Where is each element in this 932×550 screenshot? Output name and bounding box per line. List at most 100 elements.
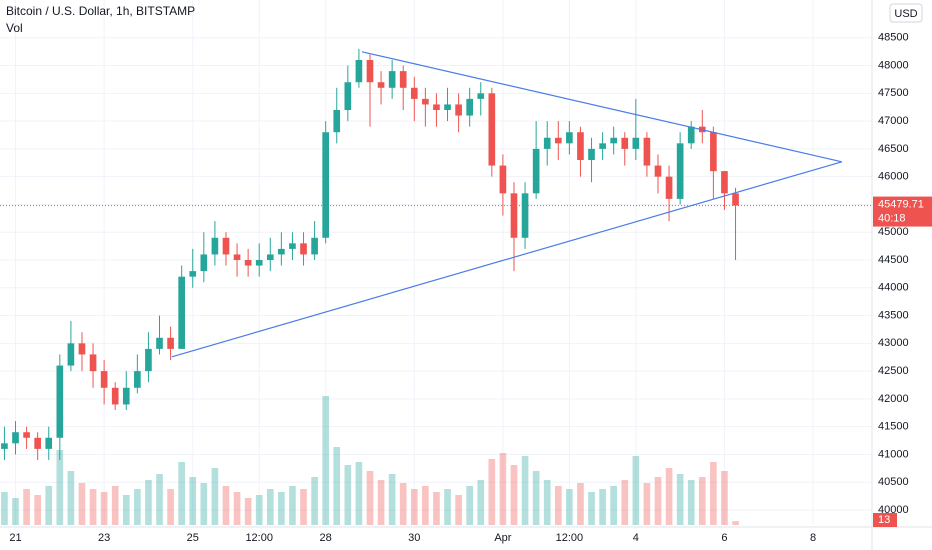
x-tick-label: 21 [9,532,21,544]
y-tick-label: 41000 [878,448,909,460]
candle-body [388,71,396,88]
candle-body [56,365,64,438]
y-tick-label: 43000 [878,337,909,349]
candle-body [12,432,19,444]
volume-bar [632,456,640,525]
x-tick-label: 12:00 [245,532,273,544]
volume-bar [200,483,208,525]
candle-body [621,137,629,149]
volume-bar [322,396,329,525]
candle-body [211,237,219,255]
volume-bar [510,465,518,525]
volume-bar [23,489,30,525]
volume-bar [654,477,662,525]
candle-body [278,248,285,255]
candle-body [554,137,562,144]
x-tick-label: Apr [494,532,511,544]
volume-bar [599,489,606,525]
candle-body [466,98,473,116]
volume-bar [178,462,185,525]
currency-button[interactable] [889,3,923,23]
candle-body [111,387,119,405]
candle-body [23,432,30,438]
y-tick-label: 44000 [878,282,909,294]
volume-bar [444,489,451,525]
candle-body [189,271,197,277]
volume-bar [388,474,396,525]
x-tick-label: 6 [721,532,727,544]
volume-bar [222,486,230,525]
candle-body [178,276,185,349]
volume-bar [156,474,163,525]
candle-body [632,137,640,149]
x-tick-label: 28 [320,532,332,544]
candle-body [134,371,141,388]
x-tick-label: 12:00 [556,532,584,544]
x-tick-label: 8 [810,532,816,544]
candle-body [45,437,53,449]
candle-body [333,110,341,133]
y-tick-label: 46500 [878,143,909,155]
y-tick-label: 48000 [878,59,909,71]
last-price-label: 45479.71 [878,198,924,210]
overlay-layer [0,51,872,358]
candle-body [377,82,385,88]
y-tick-label: 42500 [878,365,909,377]
volume-bar [488,459,496,525]
candle-body [488,93,496,166]
volume-bar [710,462,717,525]
volume-bar [244,498,252,525]
y-tick-label: 41500 [878,421,909,433]
candle-body [289,243,296,249]
candle-body [477,93,485,99]
volume-bar [410,489,418,525]
candle-body [34,437,41,449]
volume-bar [499,453,507,525]
volume-bar [1,492,8,525]
candle-body [222,237,230,255]
candle-body [122,387,130,405]
candle-body [322,132,329,238]
trendline [361,51,843,163]
candle-body [344,82,352,110]
volume-bar [543,480,551,525]
candle-body [366,60,374,83]
candle-body [566,132,573,144]
volume-bar [732,521,739,525]
volume-bar [477,480,485,525]
volume-bar [721,471,728,525]
candle-body [410,87,418,99]
candle-body [665,176,673,199]
candle-body [543,137,551,149]
y-tick-label: 45000 [878,226,909,238]
y-tick-label: 46000 [878,171,909,183]
volume-value-box [873,513,897,527]
volume-bar [643,483,651,525]
countdown-label: 40:18 [878,212,906,224]
volume-bar [100,492,108,525]
currency-label[interactable]: USD [894,8,917,20]
volume-bar [134,489,141,525]
candle-body [599,143,606,149]
candle-layer [1,48,739,460]
y-tick-label: 40000 [878,504,909,516]
volume-bar [676,474,684,525]
candle-body [588,148,595,160]
y-tick-label: 47000 [878,115,909,127]
volume-bar [45,486,53,525]
volume-bar [588,492,595,525]
candle-body [399,71,407,88]
volume-bar [34,495,41,525]
candle-body [311,237,318,255]
volume-bar [300,489,307,525]
volume-bar [433,492,440,525]
volume-bar [89,489,97,525]
volume-bar [67,471,75,525]
candle-body [521,193,529,238]
y-tick-label: 43500 [878,309,909,321]
volume-bar [687,480,695,525]
volume-value-label: 13 [878,514,890,526]
volume-bar [532,471,540,525]
volume-bar [698,477,706,525]
